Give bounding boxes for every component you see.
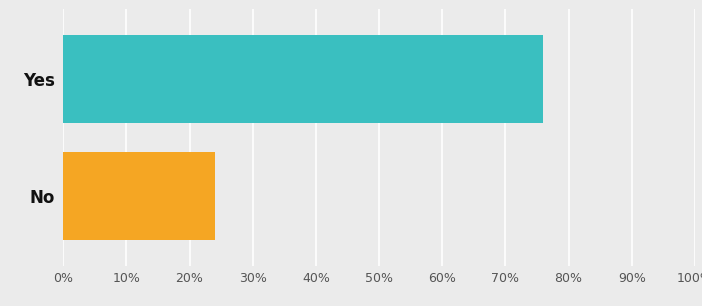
Bar	[63, 152, 215, 240]
Bar	[63, 35, 543, 123]
